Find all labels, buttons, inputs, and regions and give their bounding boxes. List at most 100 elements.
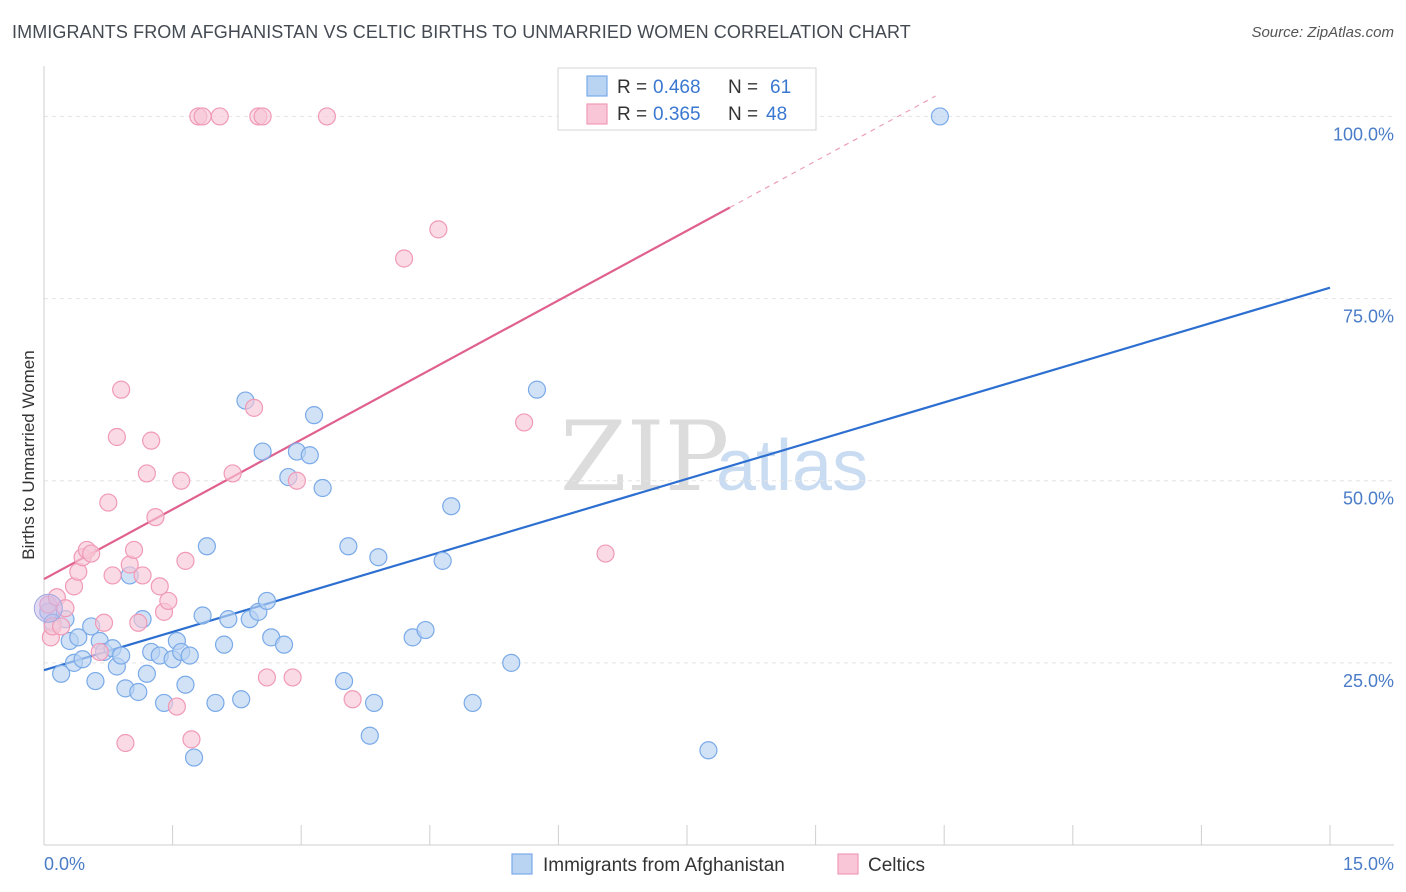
point-series1-13 bbox=[99, 493, 118, 512]
point-series1-12 bbox=[94, 613, 114, 632]
point-series1-19 bbox=[124, 540, 144, 560]
legend-n-value-2: 48 bbox=[766, 104, 787, 125]
scatter-points bbox=[33, 107, 950, 767]
point-series0-2 bbox=[52, 664, 71, 683]
point-series0-51 bbox=[369, 548, 388, 567]
trend-lines bbox=[43, 95, 1331, 672]
source-label: Source: ZipAtlas.com bbox=[1251, 24, 1394, 41]
point-series1-11 bbox=[90, 642, 109, 662]
y-tick-label-50: 50.0% bbox=[1343, 489, 1394, 509]
point-series1-43 bbox=[343, 690, 362, 709]
bottom-legend: Immigrants from Afghanistan Celtics bbox=[511, 853, 925, 876]
point-series0-41 bbox=[274, 635, 294, 654]
point-series1-4 bbox=[52, 617, 71, 636]
point-series0-55 bbox=[442, 497, 461, 516]
point-series1-29 bbox=[172, 471, 191, 490]
point-series1-33 bbox=[193, 107, 212, 126]
point-series0-38 bbox=[253, 442, 272, 461]
point-series0-50 bbox=[364, 693, 384, 713]
legend-n-value-1: 61 bbox=[770, 77, 791, 98]
point-series0-44 bbox=[300, 446, 319, 465]
axes: 25.0% 50.0% 75.0% 100.0% bbox=[43, 66, 1394, 846]
bottom-legend-label-celtics: Celtics bbox=[868, 855, 925, 876]
point-series1-20 bbox=[129, 613, 148, 632]
point-series1-42 bbox=[317, 107, 337, 126]
point-series1-41 bbox=[287, 471, 307, 490]
point-series1-17 bbox=[116, 733, 135, 753]
point-series1-31 bbox=[182, 730, 201, 749]
point-series0-57 bbox=[502, 653, 521, 672]
point-series0-31 bbox=[206, 693, 225, 713]
y-tick-label-25: 25.0% bbox=[1343, 671, 1394, 691]
legend-box: R = 0.468 N = 61 R = 0.365 N = 48 bbox=[557, 67, 817, 131]
point-series0-30 bbox=[197, 537, 216, 556]
point-series0-32 bbox=[214, 635, 234, 654]
point-series1-16 bbox=[112, 380, 131, 399]
point-series1-38 bbox=[253, 107, 272, 126]
point-series1-47 bbox=[596, 544, 615, 563]
gridlines bbox=[44, 115, 1394, 664]
point-series1-36 bbox=[244, 398, 264, 417]
point-series1-21 bbox=[133, 566, 152, 585]
legend-r-label-1: R = bbox=[617, 77, 647, 98]
point-series0-34 bbox=[232, 690, 251, 709]
y-tick-label-100: 100.0% bbox=[1333, 124, 1394, 144]
point-series0-28 bbox=[184, 748, 204, 767]
watermark-zip: ZIP bbox=[560, 401, 729, 513]
point-series0-59 bbox=[699, 741, 718, 760]
point-series0-7 bbox=[73, 650, 92, 669]
trend-line-1 bbox=[43, 206, 731, 581]
point-series0-46 bbox=[313, 478, 332, 498]
bottom-legend-swatch-celtics bbox=[837, 853, 859, 875]
legend-r-value-1: 0.468 bbox=[653, 77, 701, 98]
watermark-atlas: atlas bbox=[716, 426, 868, 506]
x-tick-label-left: 0.0% bbox=[44, 854, 85, 874]
point-series1-30 bbox=[176, 551, 195, 570]
point-series1-15 bbox=[107, 427, 126, 447]
point-series0-9 bbox=[86, 671, 105, 691]
legend-swatch-celtics bbox=[586, 103, 608, 125]
point-series0-6 bbox=[69, 628, 88, 647]
legend-r-label-2: R = bbox=[617, 104, 647, 125]
legend-r-value-2: 0.365 bbox=[653, 104, 701, 125]
point-series0-17 bbox=[129, 682, 148, 702]
point-series1-22 bbox=[137, 464, 156, 483]
point-series0-49 bbox=[360, 726, 379, 745]
point-series1-14 bbox=[103, 566, 122, 585]
point-series1-23 bbox=[142, 431, 161, 450]
point-series0-45 bbox=[304, 406, 324, 425]
point-cluster-origin bbox=[33, 593, 63, 623]
chart-title: IMMIGRANTS FROM AFGHANISTAN VS CELTIC BI… bbox=[12, 22, 911, 42]
point-series0-14 bbox=[112, 646, 131, 665]
x-tick-label-right: 15.0% bbox=[1343, 854, 1394, 874]
point-series0-39 bbox=[257, 591, 277, 611]
point-series1-35 bbox=[223, 464, 242, 483]
point-series0-54 bbox=[433, 551, 452, 570]
point-series0-48 bbox=[339, 537, 358, 556]
point-series1-34 bbox=[210, 107, 229, 126]
point-series0-47 bbox=[334, 671, 354, 691]
point-series1-44 bbox=[394, 249, 414, 268]
point-series1-45 bbox=[429, 220, 448, 239]
point-series1-10 bbox=[82, 544, 101, 563]
point-series1-46 bbox=[515, 413, 534, 432]
point-series0-60 bbox=[930, 107, 950, 126]
point-series0-27 bbox=[180, 646, 199, 665]
point-series0-29 bbox=[193, 606, 212, 625]
point-series0-56 bbox=[463, 693, 482, 713]
bottom-legend-label-afghanistan: Immigrants from Afghanistan bbox=[543, 855, 785, 876]
point-series1-28 bbox=[167, 697, 186, 716]
y-tick-label-75: 75.0% bbox=[1343, 307, 1394, 327]
point-series0-26 bbox=[176, 675, 195, 694]
legend-swatch-afghanistan bbox=[586, 75, 608, 97]
legend-n-label-1: N = bbox=[728, 77, 758, 98]
point-series0-53 bbox=[416, 620, 435, 640]
point-series0-58 bbox=[527, 380, 547, 399]
y-axis-label: Births to Unmarried Women bbox=[19, 350, 38, 559]
bottom-legend-swatch-afghanistan bbox=[511, 853, 533, 875]
point-series0-19 bbox=[137, 664, 156, 683]
point-series1-24 bbox=[146, 508, 165, 527]
legend-n-label-2: N = bbox=[728, 104, 758, 125]
point-series1-25 bbox=[150, 577, 169, 596]
